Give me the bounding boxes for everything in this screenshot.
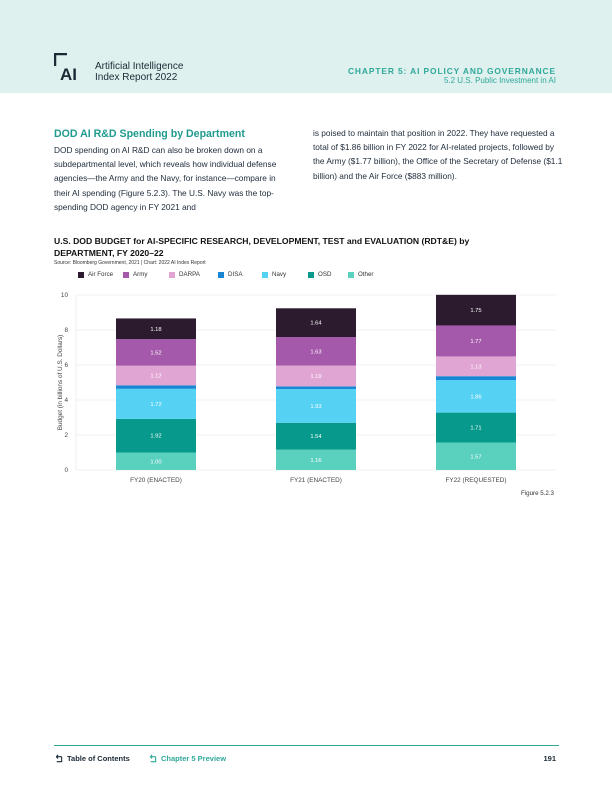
legend-item-disa: DISA (218, 271, 242, 278)
x-tick-label: FY22 (REQUESTED) (445, 477, 506, 484)
legend-item-other: Other (348, 271, 373, 278)
x-tick-label: FY20 (ENACTED) (130, 477, 182, 484)
report-name: Artificial Intelligence Index Report 202… (95, 61, 183, 83)
bar-segment (436, 294, 516, 326)
bar-segment (436, 376, 516, 381)
data-label: 1.16 (310, 458, 321, 464)
legend-swatch (348, 271, 354, 278)
y-tick-label: 8 (64, 327, 68, 334)
legend-swatch (78, 271, 84, 278)
data-label: 1.19 (310, 374, 321, 380)
page-number: 191 (543, 754, 556, 763)
legend-label: Other (358, 271, 374, 278)
chapter-subtitle: 5.2 U.S. Public Investment in AI (443, 76, 556, 85)
bar-segment (276, 365, 356, 387)
data-label: 1.93 (310, 404, 321, 410)
bar-segment (276, 449, 356, 470)
bar-segment (436, 442, 516, 470)
data-label: 1.71 (470, 426, 481, 432)
legend-item-osd: OSD (308, 271, 331, 278)
legend-item-army: Army (123, 271, 147, 278)
bar-segment (116, 388, 196, 419)
data-label: 1.72 (150, 402, 161, 408)
bar-segment (436, 412, 516, 443)
legend-label: Army (133, 271, 148, 278)
y-tick-label: 2 (64, 432, 68, 439)
bar-segment (276, 388, 356, 423)
legend-label: Navy (272, 271, 287, 278)
legend-swatch (262, 271, 268, 278)
chapter-title: CHAPTER 5: AI POLICY AND GOVERNANCE (347, 66, 556, 76)
legend-item-air-force: Air Force (78, 271, 113, 278)
legend-item-darpa: DARPA (169, 271, 200, 278)
bar-segment (436, 380, 516, 413)
return-arrow-icon (149, 754, 157, 763)
bar-segment (276, 337, 356, 366)
x-tick-label: FY21 (ENACTED) (290, 477, 342, 484)
header-band (0, 0, 612, 93)
return-arrow-icon (55, 754, 63, 763)
data-label: 1.86 (470, 394, 481, 400)
bar-segment (436, 325, 516, 357)
stacked-bar-chart: 0 2 4 6 8 10 Budget (in billions of U.S. Dolla… (57, 292, 556, 484)
data-label: 1.92 (150, 434, 161, 440)
y-axis-label: Budget (in billions of U.S. Dollars) (57, 335, 64, 431)
legend-label: Air Force (88, 271, 114, 278)
data-label: 1.75 (470, 308, 481, 314)
table-of-contents-link[interactable]: Table of Contents (54, 754, 130, 763)
bar-segment (116, 365, 196, 386)
ai-index-logo: AI (54, 53, 77, 83)
legend-swatch (169, 271, 175, 278)
toc-label: Table of Contents (67, 754, 130, 763)
bar-segment (116, 418, 196, 453)
y-tick-label: 0 (64, 467, 68, 474)
y-tick-label: 4 (64, 397, 68, 404)
bar-segment (116, 385, 196, 389)
footer-divider (54, 745, 559, 746)
body-paragraph-right: is poised to maintain that position in 2… (313, 128, 563, 181)
chart-source: Source: Bloomberg Government, 2021 | Cha… (54, 260, 206, 266)
data-label: 1.64 (310, 321, 322, 327)
bar-segment (436, 356, 516, 377)
data-label: 1.00 (150, 459, 161, 465)
legend-item-navy: Navy (262, 271, 286, 278)
bar-segment (276, 308, 356, 337)
legend-label: DARPA (179, 271, 200, 278)
bar-segment (276, 386, 356, 389)
data-label: 1.77 (470, 339, 481, 345)
data-label: 1.13 (470, 364, 481, 370)
legend-label: OSD (318, 271, 332, 278)
chart-title: U.S. DOD BUDGET for AI-SPECIFIC RESEARCH… (54, 236, 470, 258)
data-label: 1.57 (470, 454, 481, 460)
data-label: 1.54 (310, 434, 322, 440)
figure-label: Figure 5.2.3 (520, 490, 554, 497)
report-name-line2: Index Report 2022 (95, 72, 178, 83)
data-label: 1.18 (150, 327, 161, 333)
bar-segment (116, 318, 196, 340)
bar-segment (116, 339, 196, 366)
chapter-preview-link[interactable]: Chapter 5 Preview (148, 754, 226, 763)
section-heading: DOD AI R&D Spending by Department (54, 128, 245, 140)
legend-label: DISA (228, 271, 243, 278)
legend-swatch (218, 271, 224, 278)
chapter-preview-label: Chapter 5 Preview (161, 754, 227, 763)
legend-swatch (123, 271, 129, 278)
data-label: 1.63 (310, 349, 321, 355)
y-tick-label: 6 (64, 362, 68, 369)
bar-segment (276, 422, 356, 450)
y-tick-label: 10 (61, 292, 69, 299)
legend-swatch (308, 271, 314, 278)
data-label: 1.12 (150, 374, 161, 380)
logo-text: AI (60, 65, 77, 83)
body-paragraph-left: DOD spending on AI R&D can also be broke… (54, 145, 277, 212)
chart-legend: Air Force Army DARPA DISA Navy OSD Other (78, 271, 398, 281)
data-label: 1.52 (150, 350, 161, 356)
report-name-line1: Artificial Intelligence (95, 61, 184, 72)
bar-segment (116, 452, 196, 470)
